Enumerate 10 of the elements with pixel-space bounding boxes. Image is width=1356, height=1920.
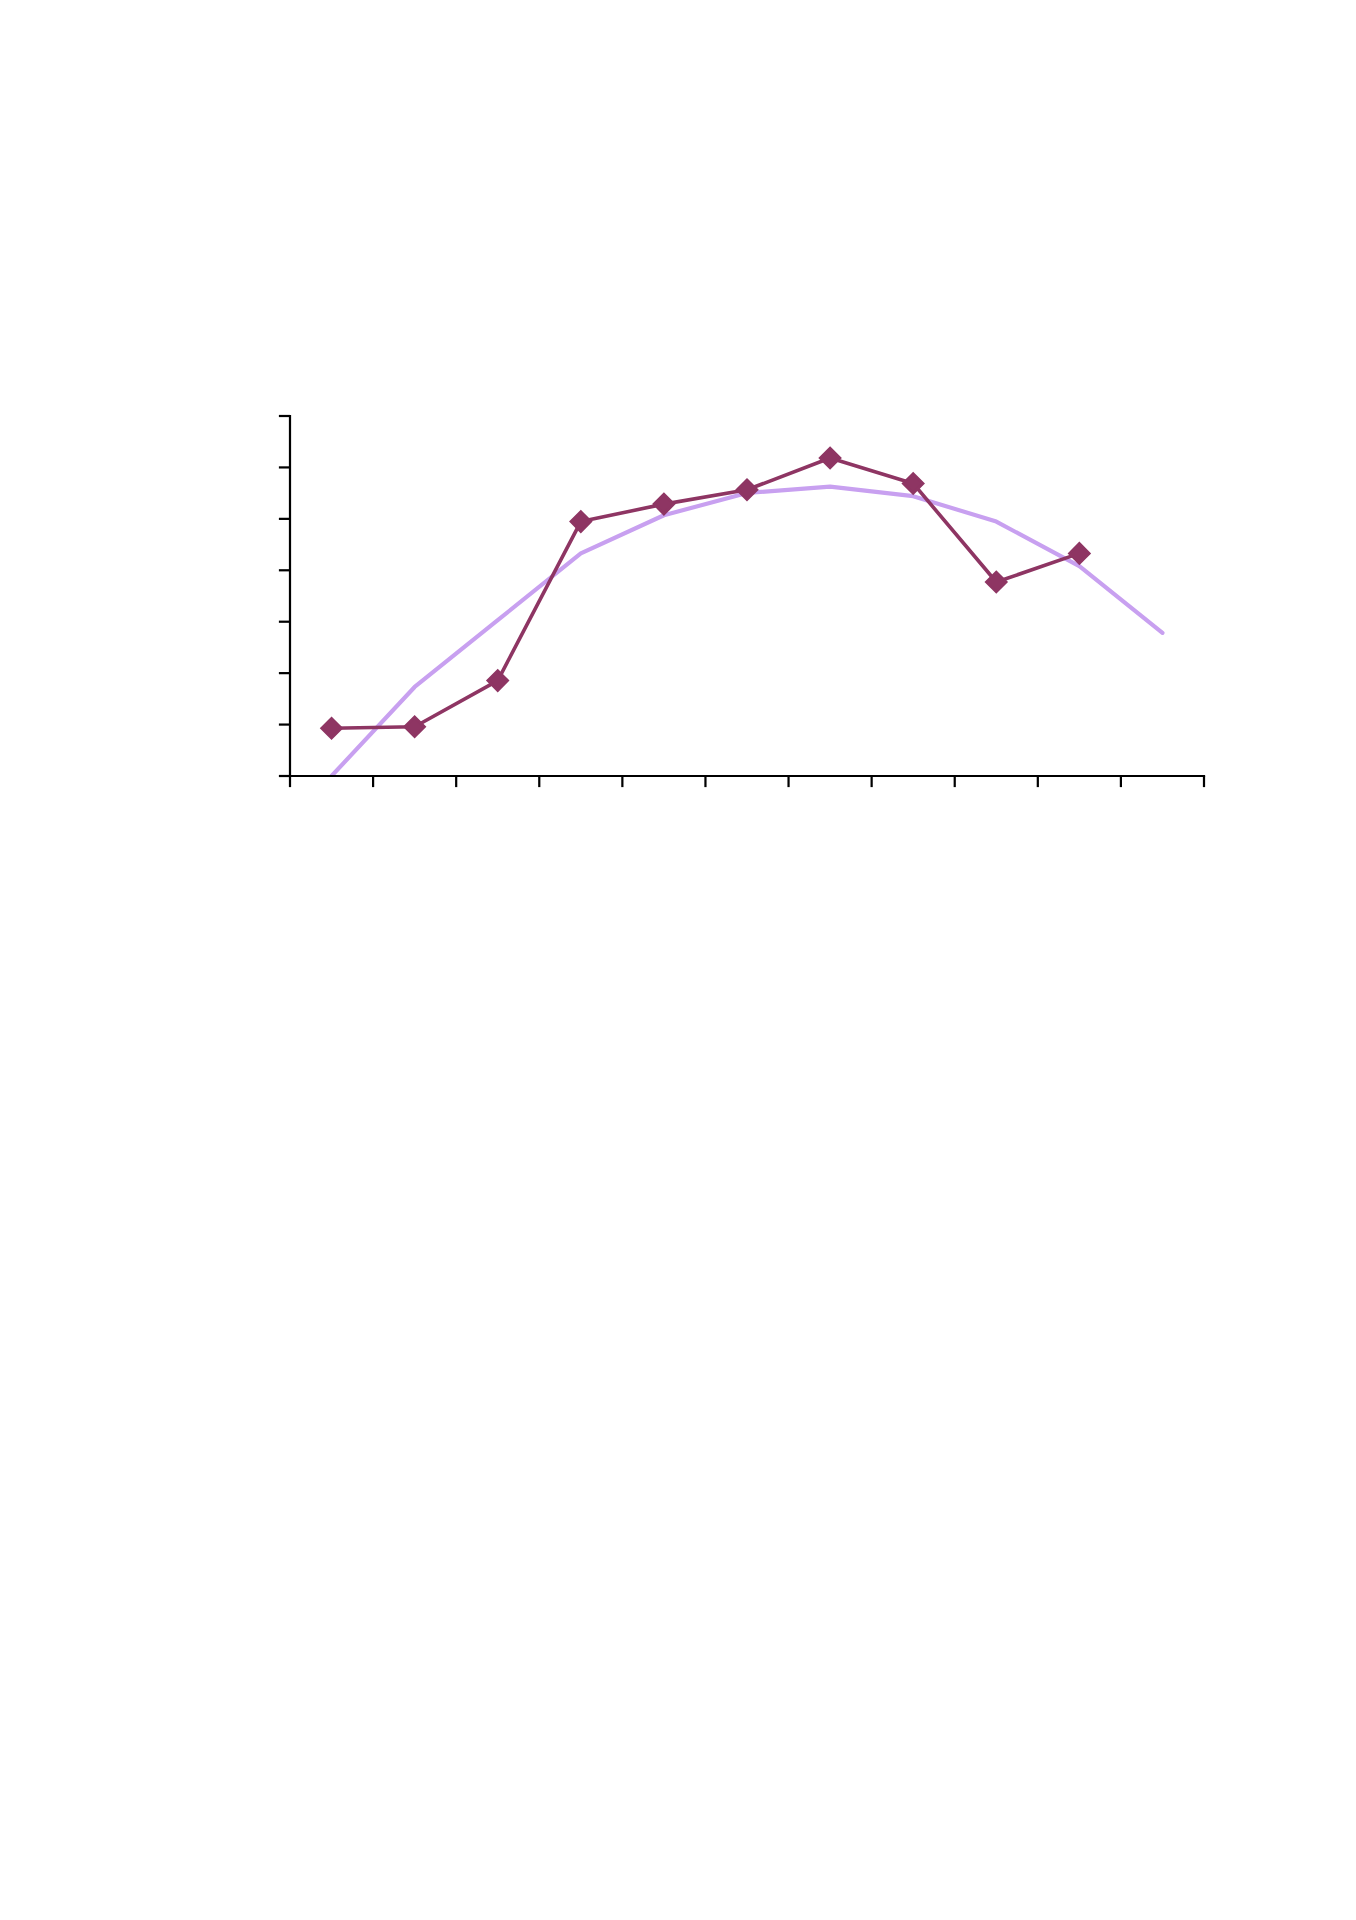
point: [652, 492, 676, 516]
point: [1068, 542, 1091, 565]
point: [569, 510, 593, 533]
point: [486, 669, 509, 692]
point: [901, 472, 925, 495]
point: [403, 715, 426, 738]
point: [320, 717, 343, 740]
point: [985, 570, 1008, 594]
point: [735, 478, 759, 502]
point: [818, 446, 842, 470]
